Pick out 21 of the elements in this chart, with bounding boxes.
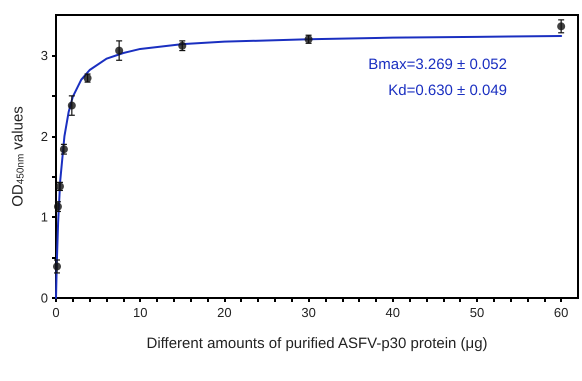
point	[54, 202, 62, 211]
point	[56, 182, 64, 190]
y-axis-title: OD450nm values	[10, 106, 26, 207]
x-axis-title: Different amounts of purified ASFV-p30 protein (μg)	[146, 335, 488, 352]
y-tick-label: 1	[40, 210, 48, 225]
point	[115, 46, 124, 55]
x-tick-label: 60	[554, 305, 568, 320]
x-tick-label: 40	[386, 305, 400, 320]
annotation: Bmax=3.269 ± 0.052	[368, 56, 507, 73]
x-tick-label: 50	[470, 305, 484, 320]
x-tick-label: 0	[52, 305, 60, 320]
x-tick-label: 20	[217, 305, 232, 320]
x-tick-label: 30	[301, 305, 316, 320]
annotation: Kd=0.630 ± 0.049	[388, 82, 507, 99]
x-tick-label: 10	[132, 305, 148, 320]
y-tick-label: 2	[40, 128, 48, 144]
point	[53, 262, 62, 270]
y-tick-label: 0	[40, 290, 48, 306]
y-tick-label: 3	[40, 48, 48, 63]
point	[557, 22, 566, 30]
point	[68, 102, 76, 110]
